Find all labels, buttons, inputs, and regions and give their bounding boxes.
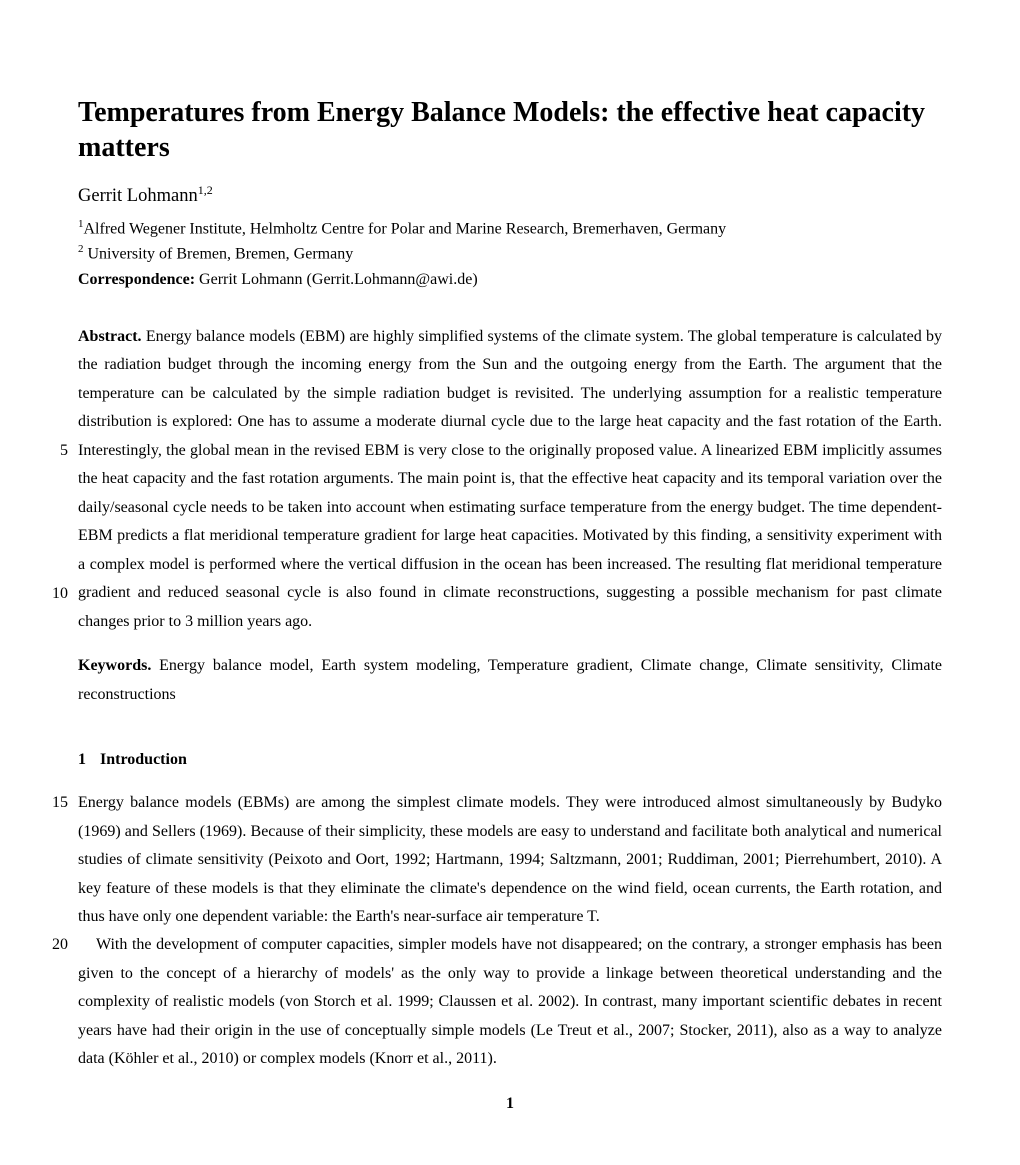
author-line: Gerrit Lohmann1,2 <box>78 183 942 207</box>
correspondence-text: Gerrit Lohmann (Gerrit.Lohmann@awi.de) <box>195 271 478 288</box>
section-title: Introduction <box>100 751 187 768</box>
line-number-5: 5 <box>40 437 68 465</box>
line-number-15: 15 <box>40 789 68 817</box>
affiliation-2: 2 University of Bremen, Bremen, Germany <box>78 242 942 265</box>
affil-1-text: Alfred Wegener Institute, Helmholtz Cent… <box>84 220 727 237</box>
abstract-text: Energy balance models (EBM) are highly s… <box>78 328 942 630</box>
section-number: 1 <box>78 751 86 768</box>
affil-2-text: University of Bremen, Bremen, Germany <box>84 245 354 262</box>
paragraph-1: 15 Energy balance models (EBMs) are amon… <box>78 789 942 931</box>
abstract-label: Abstract. <box>78 328 142 345</box>
abstract: 5 10 Abstract. Energy balance models (EB… <box>78 323 942 636</box>
page-number: 1 <box>0 1095 1020 1113</box>
author-sup: 1,2 <box>198 183 213 197</box>
line-number-20: 20 <box>40 931 68 959</box>
line-number-10: 10 <box>40 580 68 608</box>
keywords: Keywords. Energy balance model, Earth sy… <box>78 652 942 709</box>
keywords-label: Keywords. <box>78 657 151 674</box>
author-name: Gerrit Lohmann <box>78 186 198 206</box>
paper-title: Temperatures from Energy Balance Models:… <box>78 95 942 165</box>
correspondence-line: Correspondence: Gerrit Lohmann (Gerrit.L… <box>78 271 942 289</box>
paragraph-1-text: Energy balance models (EBMs) are among t… <box>78 794 942 925</box>
paragraph-2: 20 With the development of computer capa… <box>78 931 942 1073</box>
section-heading: 1 Introduction <box>78 751 942 769</box>
affiliation-1: 1Alfred Wegener Institute, Helmholtz Cen… <box>78 217 942 240</box>
correspondence-label: Correspondence: <box>78 271 195 288</box>
keywords-text: Energy balance model, Earth system model… <box>78 657 942 702</box>
paragraph-2-text: With the development of computer capacit… <box>78 936 942 1067</box>
